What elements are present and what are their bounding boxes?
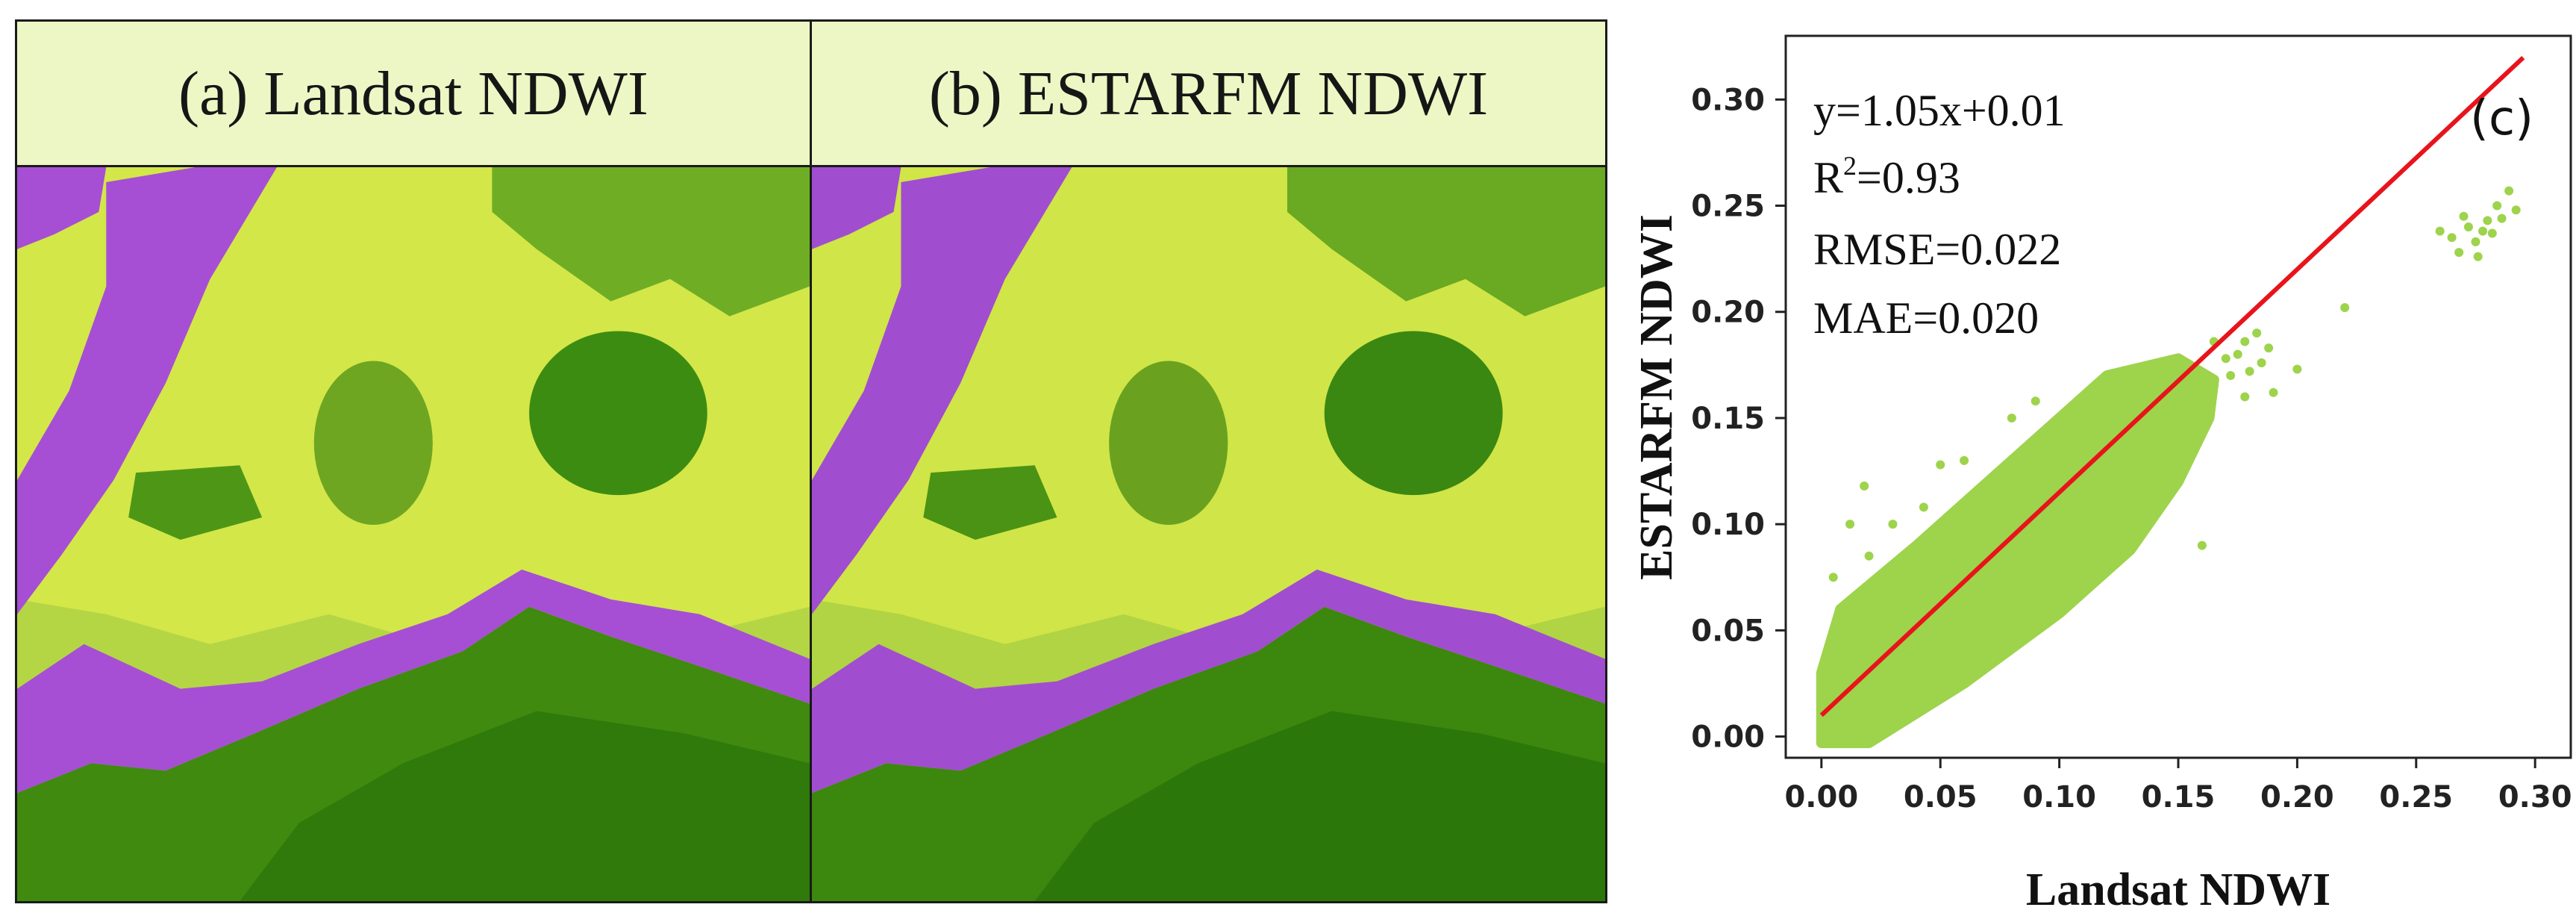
regression-line (1819, 55, 2525, 717)
deep-water (1034, 711, 1605, 901)
mae-value: MAE=0.020 (1813, 293, 2039, 343)
x-tick-label: 0.25 (2379, 780, 2453, 814)
scatter-point (2174, 467, 2183, 476)
scatter-point (2435, 226, 2445, 236)
central-lake (529, 331, 707, 496)
scatter-point (2511, 205, 2521, 215)
scatter-point (2240, 337, 2250, 346)
small-pond (923, 465, 1057, 540)
x-tick-label: 0.00 (1784, 780, 1858, 814)
urban-strip (17, 167, 107, 249)
point-cloud (1816, 353, 2219, 749)
scatter-point (1919, 502, 1928, 512)
scatter-point (2031, 396, 2040, 406)
scatter-point (2340, 303, 2350, 313)
estarfm-ndwi-title: (b) ESTARFM NDWI (812, 22, 1605, 167)
scatter-point (2473, 252, 2483, 261)
scatter-point (2447, 233, 2457, 243)
scatter-point (2504, 186, 2514, 196)
scatter-point (2497, 214, 2507, 223)
scatter-point (2292, 364, 2302, 374)
urban-corridor (17, 167, 278, 614)
scatter-plot: 0.00 0.05 0.10 0.15 0.20 0.25 0.30 0.00 0.05 0.1… (1631, 34, 2572, 915)
y-tick-label: 0.05 (1691, 614, 1765, 648)
estarfm-ndwi-panel: (b) ESTARFM NDWI (810, 19, 1607, 903)
west-pond (1109, 361, 1228, 526)
y-tick-label: 0.00 (1691, 720, 1765, 755)
north-lake (1287, 167, 1605, 317)
urban-corridor (812, 167, 1072, 614)
scatter-point (2221, 354, 2230, 364)
scatter-point (2240, 392, 2250, 402)
scatter-point (2459, 211, 2469, 221)
scatter-point (2197, 541, 2207, 550)
x-tick-label: 0.10 (2022, 780, 2096, 814)
y-tick-label: 0.10 (1691, 508, 1765, 542)
scatter-point (2492, 201, 2502, 211)
deep-water (240, 711, 810, 901)
y-tick-label: 0.25 (1691, 190, 1765, 224)
scatter-point (2257, 358, 2266, 367)
scatter-point (2487, 228, 2497, 238)
x-axis-title: Landsat NDWI (2026, 865, 2330, 915)
x-tick-label: 0.20 (2260, 780, 2334, 814)
y-tick-label: 0.20 (1691, 296, 1765, 330)
panel-label: (c) (2470, 91, 2533, 146)
scatter-point (2454, 248, 2464, 258)
shore-urban-band (812, 569, 1605, 794)
scatter-points (1828, 186, 2521, 582)
x-tick-label: 0.05 (1904, 780, 1978, 814)
scatter-point (1960, 455, 1969, 465)
regression-equation: y=1.05x+0.01 (1813, 86, 2066, 135)
scatter-point (2478, 226, 2488, 236)
scatter-point (2245, 367, 2254, 376)
r-squared: R2=0.93 (1813, 151, 1960, 202)
urban-strip (812, 167, 901, 249)
shore-urban-band (17, 569, 810, 794)
y-tick-label: 0.15 (1691, 402, 1765, 436)
scatter-point (2233, 349, 2242, 359)
landsat-ndwi-title: (a) Landsat NDWI (17, 22, 810, 167)
landsat-ndwi-map (17, 167, 810, 901)
scatter-point (2252, 328, 2262, 338)
landsat-ndwi-panel: (a) Landsat NDWI (15, 19, 812, 903)
scatter-point (1845, 520, 1855, 529)
x-axis-ticks: 0.00 0.05 0.10 0.15 0.20 0.25 0.30 (1784, 758, 2572, 814)
y-axis-title: ESTARFM NDWI (1631, 214, 1682, 580)
x-tick-label: 0.30 (2498, 780, 2572, 814)
y-axis-ticks: 0.00 0.05 0.10 0.15 0.20 0.25 0.30 (1691, 83, 1786, 755)
scatter-point (2007, 413, 2016, 423)
scatter-point (2471, 237, 2480, 246)
y-tick-label: 0.30 (1691, 83, 1765, 117)
point-cloud-area (1816, 353, 2219, 749)
small-pond (128, 465, 263, 540)
scatter-point (1864, 551, 1874, 561)
scatter-point (1860, 481, 1869, 490)
central-lake (1324, 331, 1503, 496)
scatter-point (2264, 343, 2274, 353)
scatter-point (1888, 520, 1898, 529)
scatter-point (2269, 387, 2278, 397)
west-pond (313, 361, 433, 526)
rmse-value: RMSE=0.022 (1813, 225, 2061, 274)
x-tick-label: 0.15 (2142, 780, 2216, 814)
north-lake (492, 167, 810, 317)
scatter-point (2463, 222, 2473, 231)
estarfm-ndwi-map (812, 167, 1605, 901)
scatter-point (1936, 460, 1945, 470)
scatter-point (2226, 371, 2236, 381)
scatter-point (1828, 573, 1838, 582)
scatter-point (2483, 216, 2492, 225)
